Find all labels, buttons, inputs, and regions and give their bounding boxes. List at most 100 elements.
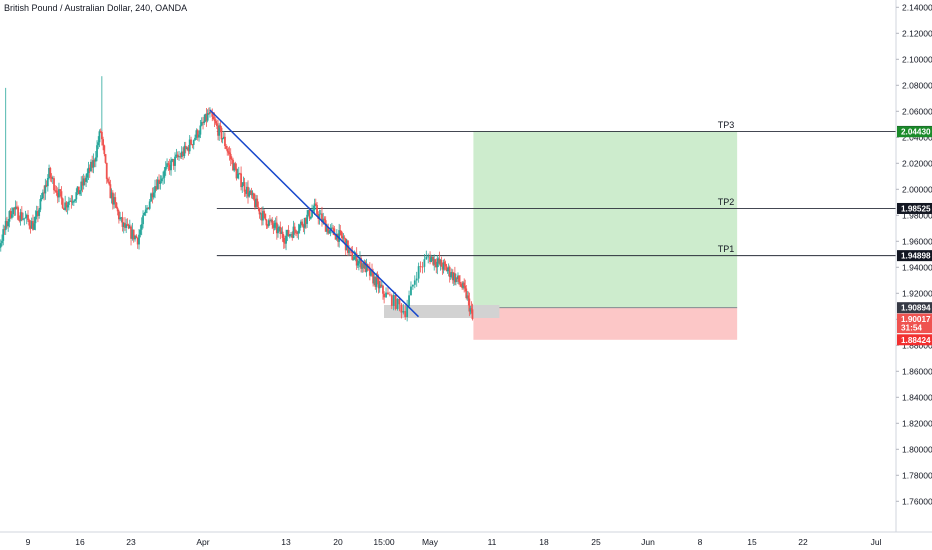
candle-body [132,229,135,240]
candle [115,201,118,209]
candle [415,271,418,287]
candle-body [232,159,234,171]
candle-body [77,186,80,195]
candle [211,108,214,122]
candle [28,218,31,230]
candle-body [121,217,124,227]
candle [457,272,459,284]
candle [19,208,22,226]
candle [108,176,111,186]
candle [32,214,34,231]
candle [462,281,465,290]
candle [352,254,355,261]
candle [135,234,138,239]
level-label-tp1: TP1 [718,244,735,254]
y-tick-label: 1.84000 [902,393,932,403]
candle [235,163,238,181]
candle [291,231,294,241]
candle-body [462,282,465,288]
candle-body [65,202,68,208]
candle-body [247,186,249,197]
candle-body [423,259,426,267]
candle [243,177,246,197]
candle-body [468,298,471,312]
candle-body [297,230,300,234]
candle [110,188,113,204]
candle [13,207,16,216]
candle [296,231,299,239]
candle-body [109,184,112,199]
candle-body [311,211,313,217]
candle [120,216,123,223]
candle [76,186,79,196]
candle-body [38,209,41,216]
candle [34,210,37,231]
candle-body [328,230,331,234]
candle [190,136,192,146]
x-tick-label: Jun [641,537,655,547]
candle [396,298,399,311]
candle [272,221,275,234]
trendline[interactable] [209,109,420,318]
candle [242,176,245,186]
candle-body [441,266,444,270]
candle [387,286,389,295]
candle [417,262,420,283]
candle-body [224,136,226,146]
candle-body [8,211,11,222]
candle [265,219,268,230]
candle-body [437,258,440,262]
candle [440,256,443,267]
candle-body [105,162,108,179]
candle [251,190,254,200]
candle-body [7,221,10,227]
candle [85,173,87,187]
candle [111,190,114,210]
candle [69,197,72,202]
candle-body [159,181,162,184]
candle [465,285,468,300]
candle [340,230,343,239]
candle [188,135,191,154]
candle-body [288,234,291,237]
candle-body [303,217,306,228]
candle [59,189,62,197]
candle [470,301,473,314]
candle-body [209,111,211,114]
candle [163,166,166,184]
candle-body [392,294,395,306]
candle-body [316,205,318,215]
candle [33,216,36,231]
candle [413,275,416,289]
candle-body [61,198,64,209]
candle [327,223,330,235]
candle [459,275,461,287]
candle [113,193,115,209]
candle [54,185,57,193]
y-tick-label: 2.14000 [902,3,932,13]
candle [27,210,29,223]
candle-body [230,159,233,160]
candle-body [6,220,8,227]
trendline-layer[interactable] [209,109,420,318]
candle-body [452,273,455,281]
candle [338,223,341,248]
candle-body [436,261,439,268]
candle-body [274,222,277,224]
candle [281,226,284,242]
candle [63,207,65,210]
x-tick-label: 8 [698,537,703,547]
candle-body [455,277,457,283]
candle-body [212,116,215,120]
candle-body [265,219,268,226]
price-tag-0-text: 2.04430 [901,128,931,137]
candle-body [75,192,78,200]
candle [94,151,97,168]
candle [357,258,360,271]
candle-body [408,295,410,307]
candle-body [184,145,187,149]
candle-body [368,267,371,276]
candle [2,224,5,246]
candle-body [210,111,213,113]
